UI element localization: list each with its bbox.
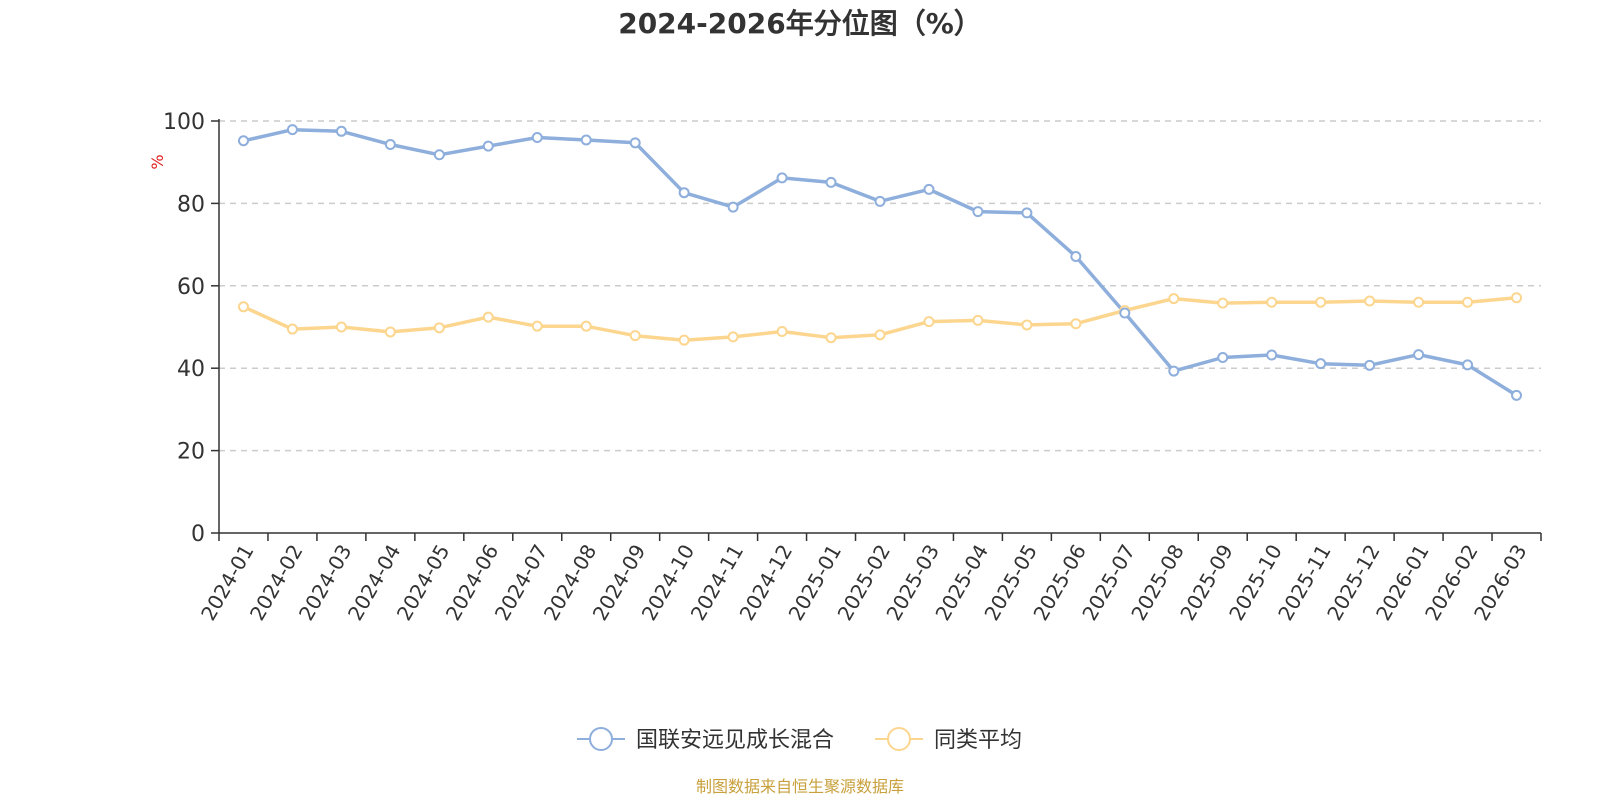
y-tick-label: 80: [177, 192, 205, 217]
data-point: [335, 125, 347, 137]
data-point: [1168, 293, 1180, 305]
data-point: [874, 329, 886, 341]
data-point: [825, 176, 837, 188]
data-point: [237, 301, 249, 313]
series-points: [237, 124, 1523, 401]
chart-title: 2024-2026年分位图（%）: [618, 7, 982, 40]
data-point: [1168, 365, 1180, 377]
data-point: [972, 206, 984, 218]
data-point: [580, 320, 592, 332]
data-point: [1462, 359, 1474, 371]
data-point: [923, 183, 935, 195]
data-point: [384, 138, 396, 150]
data-point: [1021, 319, 1033, 331]
data-point: [1217, 351, 1229, 363]
data-point: [1462, 296, 1474, 308]
data-point: [433, 322, 445, 334]
data-point: [1119, 307, 1131, 319]
legend-marker: [589, 727, 613, 751]
legend-item[interactable]: 同类平均: [875, 727, 1022, 753]
data-point: [1266, 349, 1278, 361]
data-point: [286, 124, 298, 136]
data-point: [1217, 297, 1229, 309]
legend-label: 同类平均: [934, 728, 1022, 753]
data-point: [384, 326, 396, 338]
y-tick-label: 60: [177, 275, 205, 300]
y-tick-label: 100: [163, 110, 205, 135]
data-point: [629, 137, 641, 149]
data-point: [727, 331, 739, 343]
data-point: [629, 330, 641, 342]
legend-label: 国联安远见成长混合: [636, 728, 834, 753]
data-point: [1413, 349, 1425, 361]
data-point: [1413, 296, 1425, 308]
gridlines: [219, 120, 1541, 452]
y-tick-label: 20: [177, 440, 205, 465]
data-point: [1364, 295, 1376, 307]
data-point: [1511, 292, 1523, 304]
data-point: [335, 321, 347, 333]
data-point: [237, 135, 249, 147]
y-axis-ticks: 0 20 40 60 80 100: [163, 110, 219, 547]
data-point: [874, 195, 886, 207]
data-point: [1315, 358, 1327, 370]
legend-item[interactable]: 国联安远见成长混合: [577, 727, 834, 753]
series-line: [243, 127, 1518, 397]
data-point: [923, 316, 935, 328]
data-point: [1021, 207, 1033, 219]
data-point: [1070, 318, 1082, 330]
data-point: [1364, 359, 1376, 371]
data-point: [776, 172, 788, 184]
data-point: [678, 334, 690, 346]
x-axis-ticks: 2024-012024-022024-032024-042024-052024-…: [196, 533, 1542, 625]
data-point: [531, 320, 543, 332]
axes: [218, 119, 1541, 534]
data-point: [776, 326, 788, 338]
data-point: [678, 187, 690, 199]
data-point: [1070, 251, 1082, 263]
y-axis-label: %: [148, 154, 167, 169]
data-point: [433, 149, 445, 161]
data-point: [1315, 296, 1327, 308]
data-point: [1511, 389, 1523, 401]
legend-marker: [887, 727, 911, 751]
data-point: [825, 332, 837, 344]
source-note: 制图数据来自恒生聚源数据库: [696, 777, 904, 796]
data-point: [1266, 296, 1278, 308]
data-point: [972, 314, 984, 326]
data-point: [286, 323, 298, 335]
series-lines: [242, 127, 1518, 397]
legend[interactable]: 国联安远见成长混合 同类平均: [577, 727, 1022, 753]
y-tick-label: 40: [177, 357, 205, 382]
data-point: [531, 131, 543, 143]
data-point: [580, 134, 592, 146]
y-tick-label: 0: [191, 522, 205, 547]
data-point: [482, 311, 494, 323]
data-point: [727, 201, 739, 213]
data-point: [482, 140, 494, 152]
